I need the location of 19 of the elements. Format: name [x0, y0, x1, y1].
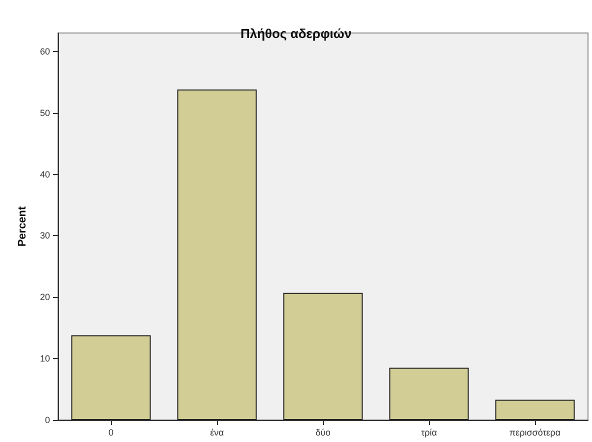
y-tick-label: 10 [40, 354, 50, 364]
y-axis-title: Percent [16, 206, 28, 247]
x-tick-label: ένα [210, 428, 224, 438]
y-tick-label: 40 [40, 169, 50, 180]
y-tick-label: 60 [40, 46, 50, 56]
chart-title: Πλήθος αδερφιών [240, 26, 352, 41]
x-tick-label: 0 [108, 428, 114, 438]
bar [389, 368, 469, 420]
bar [283, 292, 363, 420]
bar [71, 335, 151, 420]
y-tick-label: 0 [44, 415, 50, 425]
x-tick-label: περισσότερα [509, 428, 561, 438]
bar [177, 90, 257, 420]
y-tick-label: 50 [40, 108, 50, 118]
bar [495, 400, 575, 420]
x-tick-label: δύο [316, 428, 330, 438]
y-tick-label: 30 [40, 230, 50, 241]
y-tick-label: 20 [40, 292, 50, 302]
x-tick-label: τρία [421, 428, 437, 438]
